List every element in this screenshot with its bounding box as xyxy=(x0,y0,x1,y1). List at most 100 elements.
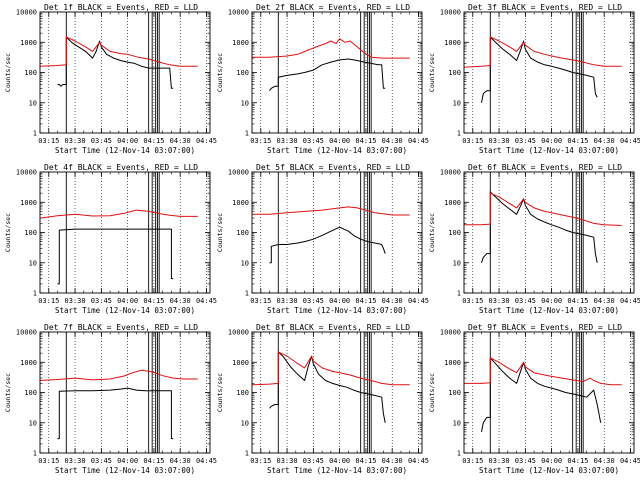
y-tick-label: 10 xyxy=(453,419,461,427)
series-lld-line xyxy=(464,357,622,386)
series-events-line xyxy=(57,387,174,440)
y-tick-label: 100 xyxy=(448,69,461,77)
series-lld-line xyxy=(39,369,198,381)
x-tick-label: 03:30 xyxy=(489,137,510,145)
panel-title: Det 5f BLACK = Events, RED = LLD xyxy=(256,163,410,172)
x-tick-label: 04:30 xyxy=(594,137,615,145)
panel-title: Det 2f BLACK = Events, RED = LLD xyxy=(256,3,410,12)
series-events-line xyxy=(57,228,174,285)
x-tick-label: 03:45 xyxy=(303,457,324,465)
y-axis-label: Counts/sec xyxy=(216,213,224,252)
plot-frame xyxy=(463,171,635,294)
y-tick-label: 10000 xyxy=(16,9,37,17)
y-tick-label: 1000 xyxy=(20,199,37,207)
y-tick-label: 100 xyxy=(236,69,249,77)
x-tick-label: 04:15 xyxy=(143,297,164,305)
x-tick-label: 04:45 xyxy=(196,137,217,145)
y-tick-label: 10000 xyxy=(228,169,249,177)
y-tick-label: 10 xyxy=(241,99,249,107)
series-lld-line xyxy=(39,209,198,219)
x-tick-label: 03:30 xyxy=(489,297,510,305)
y-tick-label: 100 xyxy=(24,69,37,77)
y-tick-label: 10 xyxy=(453,259,461,267)
x-tick-label: 03:45 xyxy=(303,137,324,145)
series-events-line xyxy=(269,58,386,91)
y-tick-label: 100 xyxy=(236,229,249,237)
y-tick-label: 1 xyxy=(33,130,37,138)
plot-frame xyxy=(39,331,211,454)
x-tick-label: 03:15 xyxy=(38,297,59,305)
y-tick-label: 1 xyxy=(33,450,37,458)
x-tick-label: 04:00 xyxy=(541,457,562,465)
panel-title: Det 7f BLACK = Events, RED = LLD xyxy=(44,323,198,332)
panel-title: Det 8f BLACK = Events, RED = LLD xyxy=(256,323,410,332)
y-tick-label: 10 xyxy=(29,99,37,107)
detector-panel-5: Det 5f BLACK = Events, RED = LLD Counts/s… xyxy=(216,163,429,315)
x-axis-label: Start Time (12-Nov-14 03:07:00) xyxy=(55,466,195,475)
series-lld-line xyxy=(251,351,410,386)
y-tick-label: 10000 xyxy=(228,329,249,337)
y-tick-label: 1000 xyxy=(20,39,37,47)
series-events-line xyxy=(269,226,386,264)
y-tick-label: 10000 xyxy=(440,169,461,177)
x-tick-label: 03:45 xyxy=(515,457,536,465)
x-tick-label: 04:30 xyxy=(170,137,191,145)
x-tick-label: 04:15 xyxy=(143,457,164,465)
y-tick-label: 1 xyxy=(457,290,461,298)
x-tick-label: 04:00 xyxy=(541,137,562,145)
y-tick-label: 1000 xyxy=(232,199,249,207)
panel-title: Det 6f BLACK = Events, RED = LLD xyxy=(468,163,622,172)
y-axis-label: Counts/sec xyxy=(4,53,12,92)
x-tick-label: 04:15 xyxy=(567,137,588,145)
x-tick-label: 04:00 xyxy=(329,457,350,465)
x-tick-label: 03:30 xyxy=(65,297,86,305)
y-axis-label: Counts/sec xyxy=(4,213,12,252)
detector-panel-1: Det 1f BLACK = Events, RED = LLD Counts/s… xyxy=(4,3,217,155)
y-tick-label: 100 xyxy=(448,389,461,397)
detector-panel-8: Det 8f BLACK = Events, RED = LLD Counts/s… xyxy=(216,323,429,475)
y-tick-label: 10 xyxy=(241,259,249,267)
x-tick-label: 04:30 xyxy=(170,297,191,305)
x-tick-label: 04:45 xyxy=(408,297,429,305)
plot-frame xyxy=(251,11,423,134)
x-tick-label: 03:15 xyxy=(38,457,59,465)
y-tick-label: 10000 xyxy=(16,329,37,337)
y-tick-label: 1000 xyxy=(232,359,249,367)
series-lld-line xyxy=(39,36,198,67)
x-tick-label: 04:45 xyxy=(196,297,217,305)
plot-frame xyxy=(251,171,423,294)
y-tick-label: 1 xyxy=(245,130,249,138)
x-tick-label: 04:30 xyxy=(382,137,403,145)
series-lld-line xyxy=(464,192,622,226)
x-axis-label: Start Time (12-Nov-14 03:07:00) xyxy=(267,466,407,475)
x-tick-label: 04:45 xyxy=(408,457,429,465)
x-tick-label: 03:45 xyxy=(91,137,112,145)
x-tick-label: 04:00 xyxy=(329,297,350,305)
x-tick-label: 04:15 xyxy=(355,137,376,145)
series-events-line xyxy=(57,36,174,89)
detector-panel-7: Det 7f BLACK = Events, RED = LLD Counts/s… xyxy=(4,323,217,475)
plot-frame xyxy=(39,11,211,134)
panel-title: Det 9f BLACK = Events, RED = LLD xyxy=(468,323,622,332)
plot-frame xyxy=(463,11,635,134)
y-tick-label: 10 xyxy=(29,259,37,267)
y-tick-label: 100 xyxy=(24,229,37,237)
y-axis-label: Counts/sec xyxy=(428,373,436,412)
panel-title: Det 1f BLACK = Events, RED = LLD xyxy=(44,3,198,12)
series-lld-line xyxy=(252,38,410,59)
x-tick-label: 04:45 xyxy=(620,137,640,145)
x-tick-label: 03:30 xyxy=(277,137,298,145)
x-tick-label: 03:45 xyxy=(303,297,324,305)
y-tick-label: 1000 xyxy=(444,39,461,47)
x-axis-label: Start Time (12-Nov-14 03:07:00) xyxy=(267,306,407,315)
x-tick-label: 04:30 xyxy=(594,297,615,305)
detector-panel-4: Det 4f BLACK = Events, RED = LLD Counts/s… xyxy=(4,163,217,315)
y-tick-label: 1000 xyxy=(444,359,461,367)
x-tick-label: 04:00 xyxy=(541,297,562,305)
x-tick-label: 04:00 xyxy=(329,137,350,145)
y-tick-label: 10000 xyxy=(228,9,249,17)
x-tick-label: 04:00 xyxy=(117,457,138,465)
y-tick-label: 10000 xyxy=(440,9,461,17)
x-axis-label: Start Time (12-Nov-14 03:07:00) xyxy=(55,306,195,315)
x-tick-label: 03:15 xyxy=(462,457,483,465)
